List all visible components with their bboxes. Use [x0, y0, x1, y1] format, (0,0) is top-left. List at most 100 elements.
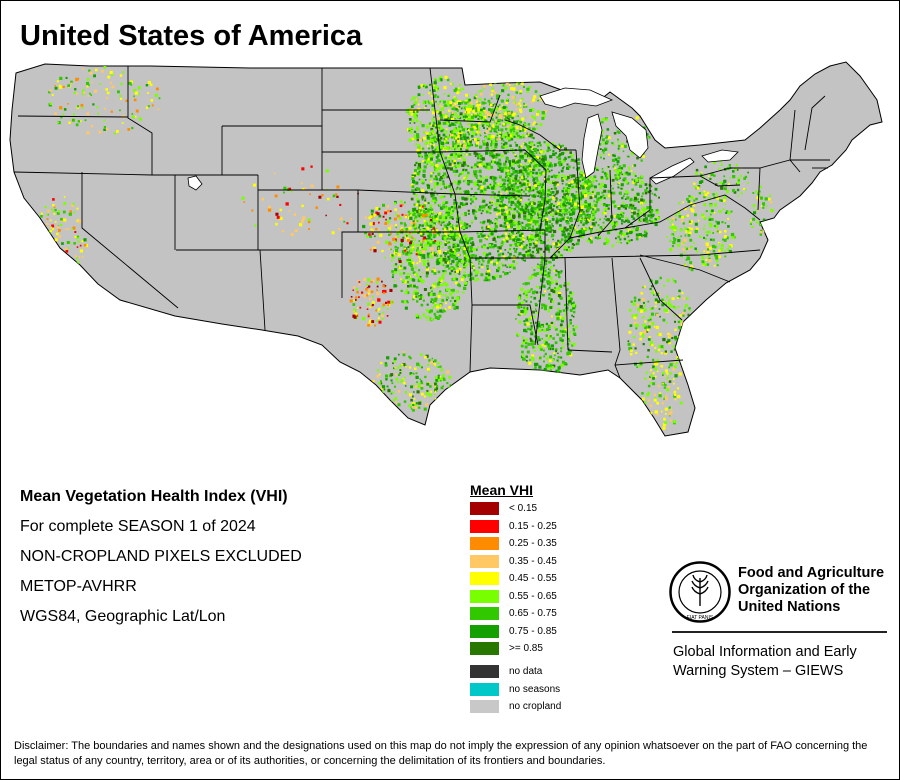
- vhi-pixel: [457, 233, 460, 236]
- vhi-pixel: [517, 189, 521, 193]
- vhi-pixel: [532, 340, 535, 343]
- vhi-pixel: [386, 205, 389, 208]
- vhi-pixel: [418, 151, 422, 155]
- vhi-pixel: [590, 227, 593, 230]
- vhi-pixel: [628, 168, 631, 171]
- vhi-pixel: [578, 200, 582, 203]
- vhi-pixel: [616, 170, 620, 174]
- vhi-pixel: [554, 292, 557, 294]
- vhi-pixel: [572, 203, 574, 205]
- vhi-pixel: [453, 252, 457, 255]
- vhi-pixel: [522, 190, 525, 193]
- vhi-pixel: [412, 209, 415, 212]
- vhi-pixel: [418, 224, 422, 227]
- vhi-pixel: [505, 210, 509, 214]
- vhi-pixel: [502, 143, 506, 146]
- vhi-pixel: [469, 110, 472, 112]
- vhi-pixel: [469, 143, 472, 146]
- vhi-pixel: [534, 184, 538, 187]
- vhi-pixel: [566, 303, 570, 306]
- vhi-pixel: [455, 281, 458, 285]
- vhi-pixel: [498, 108, 501, 111]
- vhi-pixel: [548, 220, 552, 223]
- vhi-pixel: [437, 245, 441, 248]
- vhi-pixel: [464, 225, 467, 228]
- vhi-pixel: [528, 159, 532, 163]
- vhi-pixel: [493, 192, 496, 196]
- vhi-pixel: [467, 142, 470, 145]
- vhi-pixel: [489, 184, 493, 188]
- vhi-pixel: [442, 166, 445, 169]
- vhi-pixel: [517, 223, 520, 226]
- vhi-pixel: [547, 147, 550, 150]
- vhi-pixel: [588, 176, 592, 179]
- vhi-pixel: [468, 98, 471, 102]
- vhi-pixel: [582, 182, 585, 186]
- vhi-pixel: [520, 306, 523, 309]
- vhi-pixel: [467, 274, 471, 278]
- vhi-pixel: [509, 221, 512, 224]
- vhi-pixel: [457, 132, 460, 135]
- vhi-pixel: [454, 145, 458, 149]
- vhi-pixel: [432, 224, 436, 227]
- vhi-pixel: [444, 147, 447, 150]
- vhi-pixel: [563, 175, 568, 179]
- vhi-pixel: [464, 234, 468, 238]
- vhi-pixel: [497, 266, 500, 269]
- vhi-pixel: [518, 217, 520, 219]
- vhi-pixel: [394, 200, 397, 204]
- vhi-pixel: [426, 243, 429, 247]
- vhi-pixel: [430, 180, 433, 183]
- vhi-pixel: [437, 233, 439, 236]
- vhi-pixel: [433, 84, 435, 87]
- vhi-pixel: [610, 191, 614, 195]
- vhi-pixel: [483, 192, 486, 195]
- vhi-pixel: [458, 149, 460, 151]
- vhi-pixel: [537, 180, 541, 184]
- vhi-pixel: [456, 115, 459, 118]
- vhi-pixel: [474, 206, 477, 208]
- vhi-pixel: [427, 319, 430, 322]
- vhi-pixel: [548, 200, 551, 203]
- vhi-pixel: [541, 192, 545, 196]
- vhi-pixel: [430, 298, 434, 301]
- vhi-pixel: [440, 224, 442, 226]
- vhi-pixel: [544, 164, 547, 167]
- vhi-pixel: [438, 111, 442, 115]
- vhi-pixel: [394, 241, 397, 244]
- vhi-pixel: [413, 290, 416, 293]
- vhi-pixel: [530, 326, 533, 329]
- vhi-pixel: [476, 130, 479, 134]
- vhi-pixel: [641, 195, 643, 198]
- vhi-pixel: [400, 262, 403, 265]
- vhi-pixel: [518, 221, 521, 224]
- vhi-pixel: [466, 136, 470, 140]
- vhi-pixel: [430, 208, 434, 211]
- vhi-pixel: [429, 83, 431, 86]
- vhi-pixel: [464, 211, 467, 215]
- vhi-pixel: [623, 237, 627, 241]
- vhi-pixel: [562, 203, 565, 206]
- vhi-pixel: [500, 132, 503, 134]
- vhi-pixel: [493, 208, 497, 212]
- vhi-pixel: [591, 222, 595, 226]
- vhi-pixel: [477, 123, 480, 127]
- vhi-pixel: [551, 348, 554, 351]
- vhi-pixel: [404, 232, 408, 236]
- vhi-pixel: [578, 181, 581, 183]
- vhi-pixel: [523, 328, 527, 333]
- vhi-pixel: [622, 164, 626, 168]
- vhi-pixel: [518, 202, 522, 206]
- vhi-pixel: [417, 213, 420, 216]
- vhi-pixel: [411, 236, 414, 239]
- vhi-pixel: [548, 191, 551, 194]
- vhi-pixel: [507, 177, 510, 180]
- vhi-pixel: [544, 202, 548, 205]
- vhi-pixel: [489, 212, 492, 215]
- vhi-pixel: [557, 302, 561, 305]
- vhi-pixel: [535, 303, 538, 307]
- vhi-pixel: [422, 173, 426, 177]
- vhi-pixel: [614, 222, 619, 226]
- vhi-pixel: [415, 313, 419, 317]
- vhi-pixel: [423, 150, 425, 153]
